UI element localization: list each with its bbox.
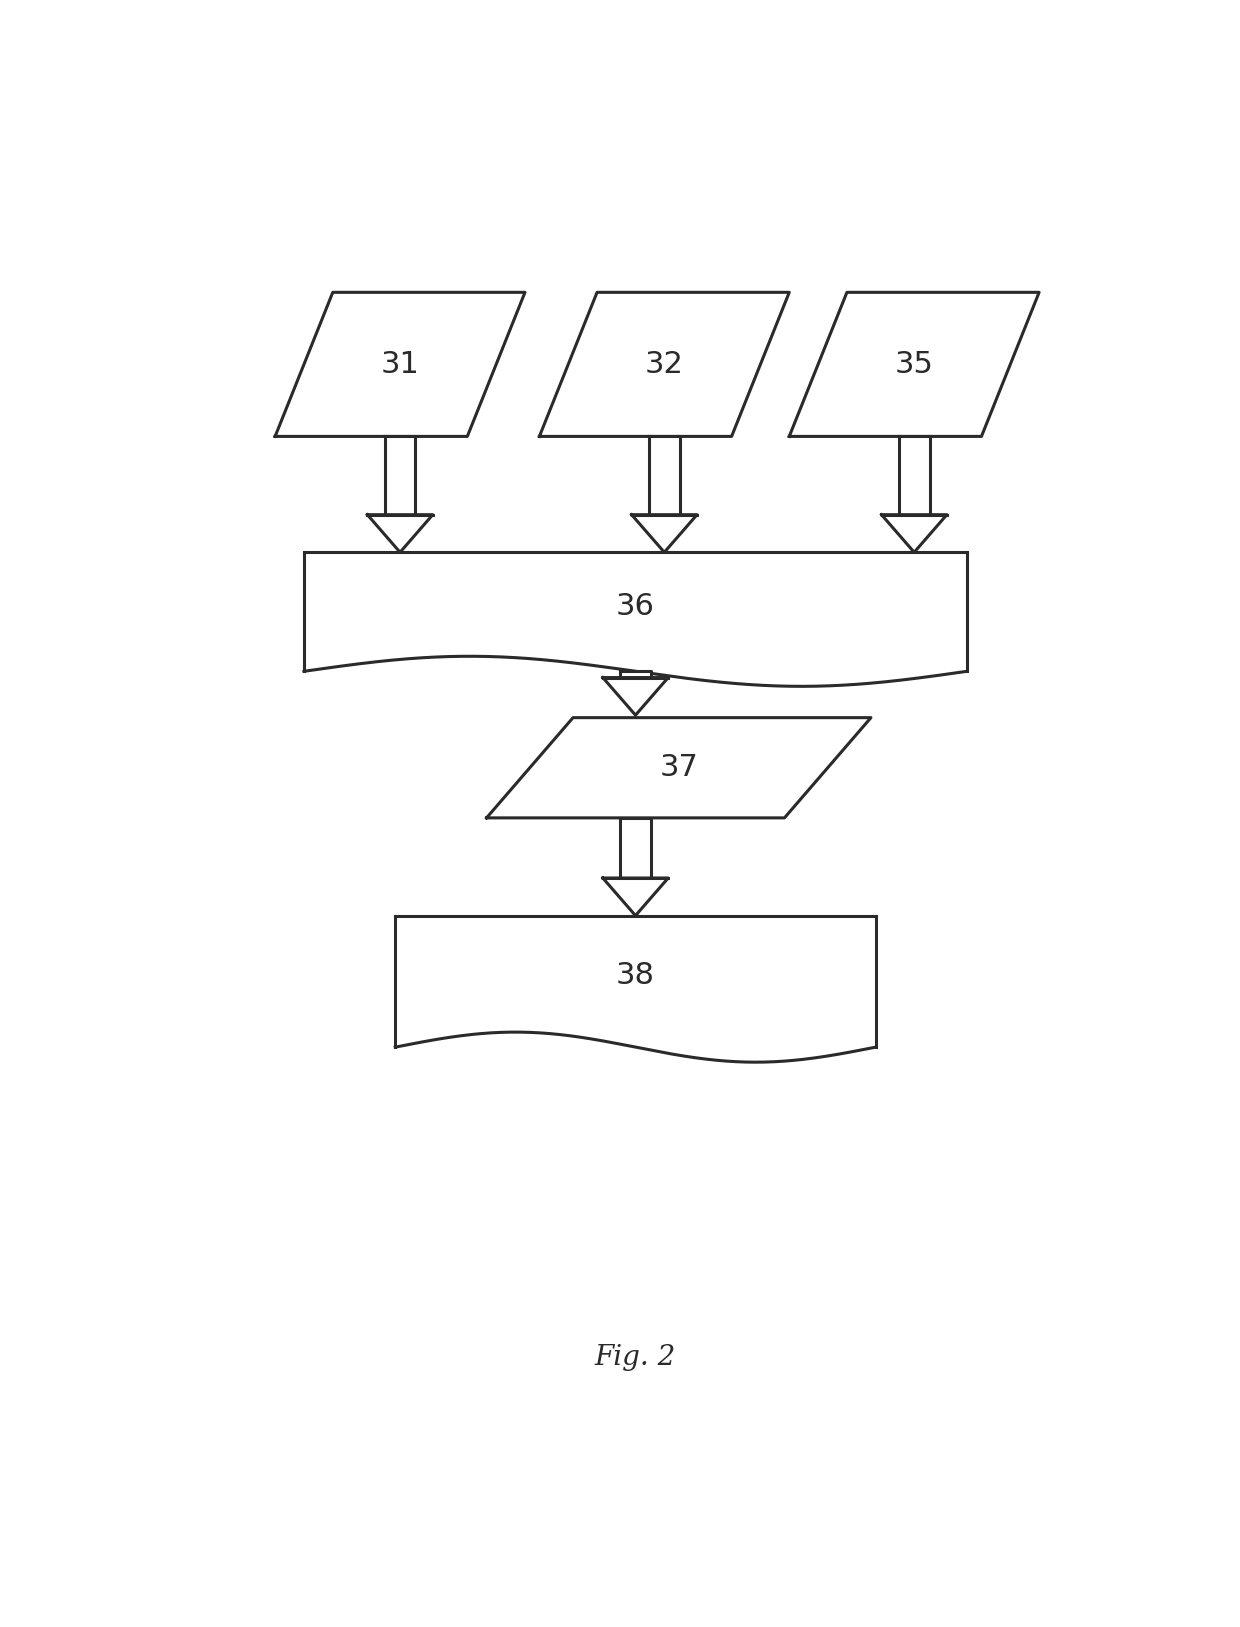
- Text: 38: 38: [616, 962, 655, 991]
- Polygon shape: [899, 436, 930, 514]
- Polygon shape: [620, 672, 651, 677]
- Polygon shape: [882, 514, 947, 552]
- Polygon shape: [367, 514, 433, 552]
- Text: 31: 31: [381, 350, 419, 379]
- Polygon shape: [539, 293, 789, 436]
- Text: 35: 35: [895, 350, 934, 379]
- Polygon shape: [789, 293, 1039, 436]
- Text: Fig. 2: Fig. 2: [595, 1344, 676, 1372]
- Polygon shape: [649, 436, 680, 514]
- Polygon shape: [620, 818, 651, 879]
- Polygon shape: [631, 514, 697, 552]
- Text: 32: 32: [645, 350, 683, 379]
- Polygon shape: [275, 293, 525, 436]
- Polygon shape: [486, 718, 870, 818]
- Text: 36: 36: [616, 592, 655, 620]
- Polygon shape: [384, 436, 415, 514]
- Polygon shape: [603, 879, 668, 916]
- Text: 37: 37: [660, 753, 698, 783]
- Polygon shape: [603, 677, 668, 716]
